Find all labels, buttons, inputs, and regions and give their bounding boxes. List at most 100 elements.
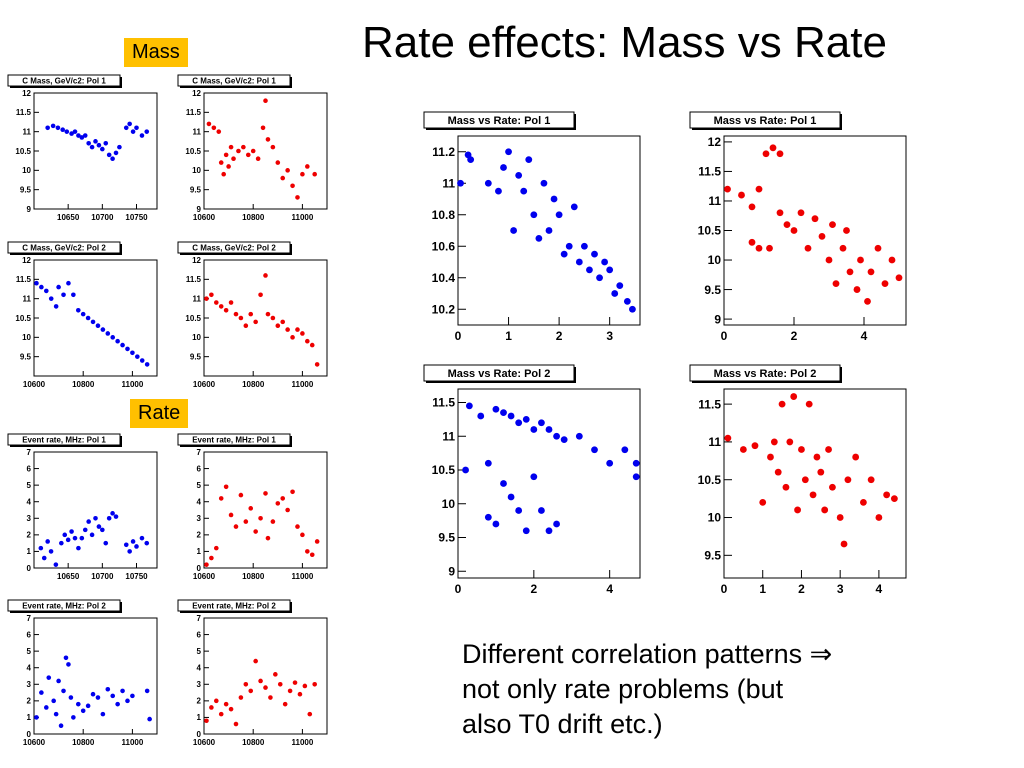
y-tick-label: 11 — [708, 435, 721, 449]
data-point — [223, 484, 229, 490]
data-point — [778, 400, 786, 408]
data-point — [65, 537, 71, 543]
data-point — [530, 211, 538, 219]
data-point — [71, 292, 76, 298]
data-point — [829, 483, 836, 491]
data-point — [748, 203, 756, 211]
data-point — [86, 519, 91, 524]
data-point — [144, 688, 150, 694]
data-point — [545, 426, 553, 433]
data-point — [125, 698, 130, 704]
y-tick-label: 10 — [708, 253, 722, 267]
data-point — [265, 137, 271, 142]
data-point — [89, 144, 95, 150]
data-point — [68, 695, 74, 700]
data-point — [96, 524, 102, 529]
data-point — [505, 148, 512, 156]
chart-title-box: Mass vs Rate: Pol 2 — [423, 364, 576, 383]
chart-title: Mass vs Rate: Pol 2 — [448, 368, 551, 380]
data-point — [66, 280, 71, 286]
data-point — [90, 691, 96, 697]
chart-title: C Mass, GeV/c2: Pol 2 — [22, 244, 106, 253]
data-point — [85, 315, 91, 321]
data-point — [867, 476, 875, 484]
data-point — [58, 723, 64, 729]
data-point — [44, 705, 49, 710]
y-tick-label: 7 — [197, 614, 202, 623]
data-point — [243, 323, 249, 329]
data-point — [769, 144, 777, 152]
plot-frame — [457, 388, 641, 579]
data-point — [72, 535, 78, 541]
y-tick-label: 9 — [197, 205, 202, 214]
data-point — [277, 681, 283, 687]
data-point — [782, 483, 790, 491]
data-point — [770, 438, 778, 446]
y-tick-label: 1 — [27, 547, 32, 556]
x-tick-label: 2 — [791, 329, 798, 343]
data-point — [127, 121, 132, 127]
y-tick-label: 10.4 — [432, 271, 456, 285]
mass-label: Mass — [124, 38, 188, 67]
data-point — [515, 507, 523, 514]
data-point — [127, 549, 132, 554]
data-point — [305, 164, 310, 169]
chart-title-box: C Mass, GeV/c2: Pol 1 — [7, 74, 122, 88]
y-tick-label: 5 — [197, 647, 202, 656]
data-point — [209, 705, 214, 710]
data-point — [60, 127, 65, 133]
data-point — [228, 144, 234, 150]
y-tick-label: 7 — [197, 448, 202, 457]
data-point — [250, 148, 256, 154]
y-tick-label: 10 — [22, 166, 31, 175]
data-point — [75, 701, 81, 707]
data-point — [113, 150, 119, 156]
data-point — [538, 419, 545, 427]
y-tick-label: 10 — [708, 511, 722, 525]
data-point — [110, 693, 116, 699]
data-point — [72, 129, 78, 134]
data-point — [591, 250, 598, 258]
data-point — [840, 540, 848, 548]
x-tick-label: 10700 — [91, 213, 114, 222]
y-tick-label: 11 — [193, 127, 202, 136]
data-point — [135, 354, 140, 359]
data-point — [853, 286, 861, 293]
data-point — [300, 171, 305, 177]
data-point — [632, 473, 640, 481]
y-tick-label: 3 — [197, 680, 202, 689]
data-point — [751, 442, 759, 450]
plot-frame — [723, 388, 907, 579]
data-point — [243, 519, 249, 524]
chart-title-box: Event rate, MHz: Pol 1 — [177, 433, 292, 447]
data-point — [312, 171, 317, 177]
data-point — [632, 459, 640, 467]
data-point — [762, 150, 770, 158]
data-point — [738, 191, 745, 199]
data-point — [218, 711, 224, 717]
data-point — [263, 273, 268, 278]
chart-title-box: Mass vs Rate: Pol 1 — [689, 111, 842, 130]
data-point — [120, 688, 125, 694]
data-point — [462, 466, 469, 474]
y-tick-label: 4 — [197, 498, 202, 507]
y-tick-label: 10 — [192, 333, 201, 342]
data-point — [874, 244, 882, 252]
caption: Different correlation patterns ⇒ not onl… — [462, 637, 982, 742]
data-point — [836, 514, 844, 521]
x-tick-label: 0 — [721, 582, 728, 596]
x-tick-label: 11000 — [291, 738, 313, 747]
y-tick-label: 6 — [197, 630, 202, 639]
data-point — [100, 527, 105, 533]
y-tick-label: 10 — [192, 166, 201, 175]
data-point — [817, 468, 825, 476]
data-point — [258, 292, 263, 298]
y-tick-label: 11.5 — [698, 397, 721, 411]
data-point — [71, 715, 76, 720]
data-point — [596, 274, 603, 282]
y-tick-label: 0 — [27, 730, 32, 739]
y-tick-label: 11.5 — [186, 275, 202, 284]
chart-mass-vs-rate-pol2-blue: Mass vs Rate: Pol 2 9 9.5 10 10.5 11 11.5 0 2 4 — [423, 364, 641, 596]
data-point — [103, 540, 109, 546]
chart-title-box: Event rate, MHz: Pol 1 — [7, 433, 122, 447]
